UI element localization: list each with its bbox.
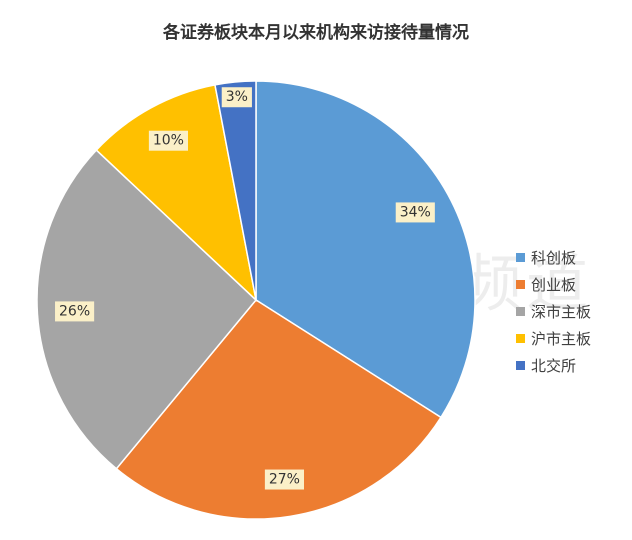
legend-swatch <box>516 361 525 370</box>
data-label-text-0: 34% <box>400 204 431 220</box>
data-label-text-1: 27% <box>269 472 300 488</box>
legend-item-0: 科创板 <box>516 244 628 271</box>
legend-item-4: 北交所 <box>516 352 628 379</box>
legend-swatch <box>516 253 525 262</box>
data-label-4: 3% <box>221 87 252 108</box>
legend-label: 北交所 <box>531 357 577 375</box>
pie-slice-2 <box>36 149 258 470</box>
legend-swatch <box>516 307 525 316</box>
pie-slice-4 <box>214 80 257 301</box>
data-label-1: 27% <box>264 469 304 490</box>
legend-label: 创业板 <box>531 276 577 294</box>
pie-slice-1 <box>115 299 442 520</box>
legend: 科创板创业板深市主板沪市主板北交所 <box>516 244 628 379</box>
data-label-3: 10% <box>148 130 188 151</box>
data-label-2: 26% <box>55 301 95 322</box>
legend-label: 深市主板 <box>531 303 592 321</box>
legend-swatch <box>516 280 525 289</box>
chart-title: 各证券板块本月以来机构来访接待量情况 <box>163 23 469 43</box>
legend-label: 沪市主板 <box>531 330 592 348</box>
pie-slice-3 <box>95 84 258 303</box>
data-label-text-2: 26% <box>59 303 90 319</box>
legend-item-2: 深市主板 <box>516 298 628 325</box>
legend-item-3: 沪市主板 <box>516 325 628 352</box>
legend-swatch <box>516 334 525 343</box>
pie-slice-0 <box>255 80 476 419</box>
data-label-text-3: 10% <box>153 133 184 149</box>
legend-item-1: 创业板 <box>516 271 628 298</box>
legend-label: 科创板 <box>531 249 577 267</box>
data-label-text-4: 3% <box>226 89 248 105</box>
data-label-0: 34% <box>395 202 435 223</box>
